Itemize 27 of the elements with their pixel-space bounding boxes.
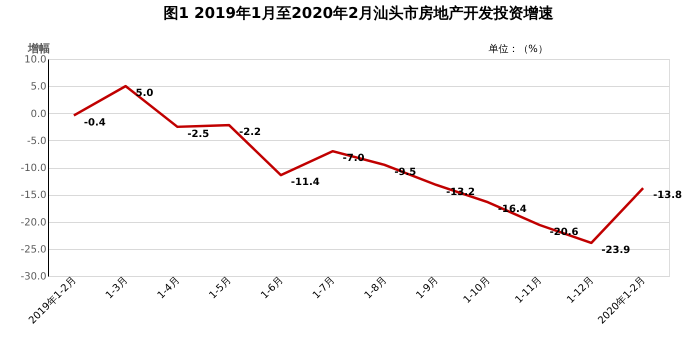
x-tick-label: 1-8月 [362, 274, 390, 302]
y-tick-label: -5.0 [26, 136, 46, 147]
chart-title: 图1 2019年1月至2020年2月汕头市房地产开发投资增速 [163, 4, 555, 22]
data-label: -11.4 [290, 177, 320, 188]
x-tick-label: 1-5月 [207, 274, 234, 302]
data-label: -13.8 [653, 190, 682, 202]
y-tick-label: -25.0 [20, 244, 46, 256]
y-tick-label: -30.0 [20, 272, 46, 282]
data-label: 5.0 [136, 88, 154, 100]
x-tick-label: 1-3月 [104, 274, 130, 302]
x-tick-label: 1-7月 [310, 274, 338, 302]
data-label: -0.4 [84, 117, 106, 128]
y-tick-label: 0.0 [30, 108, 46, 120]
x-tick-label: 1-9月 [414, 274, 441, 302]
data-label: -2.5 [187, 128, 210, 140]
line-series [72, 84, 644, 244]
y-axis-title: 增幅 [27, 42, 50, 55]
y-tick-label: 5.0 [30, 82, 46, 93]
data-label: -2.2 [239, 127, 262, 138]
y-tick-label: -20.0 [20, 217, 46, 228]
y-tick-label: -10.0 [20, 163, 46, 174]
data-label: -23.9 [601, 244, 630, 256]
text: 单位：（%） [488, 43, 548, 55]
x-tick-label: 1-4月 [156, 274, 182, 302]
y-tick-label: 10.0 [24, 54, 46, 66]
y-tick-label: -15.0 [20, 190, 46, 202]
x-tick-label: 1-6月 [259, 274, 286, 302]
